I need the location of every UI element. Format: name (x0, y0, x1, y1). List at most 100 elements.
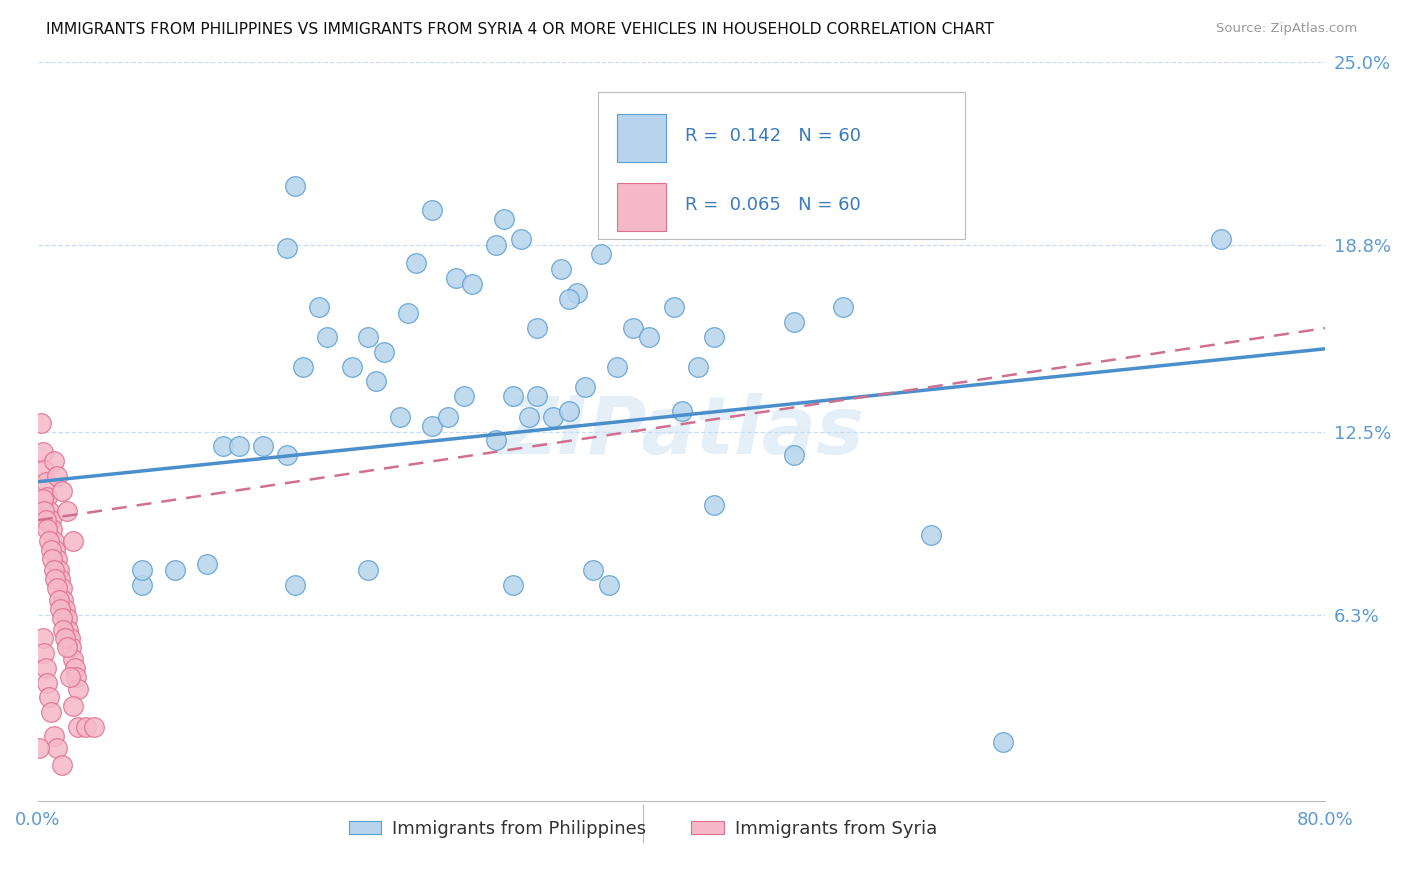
Point (163, 563, 186, 577)
Text: IMMIGRANTS FROM PHILIPPINES VS IMMIGRANTS FROM SYRIA 4 OR MORE VEHICLES IN HOUSE: IMMIGRANTS FROM PHILIPPINES VS IMMIGRANT… (46, 22, 994, 37)
Point (494, 211, 516, 226)
Point (53, 602, 76, 616)
Point (364, 374, 387, 388)
Point (444, 270, 467, 285)
Point (48, 593, 70, 607)
Point (31, 445, 53, 459)
Point (131, 563, 153, 577)
Point (131, 578, 153, 592)
Point (44, 542, 66, 557)
Legend: Immigrants from Philippines, Immigrants from Syria: Immigrants from Philippines, Immigrants … (342, 813, 945, 845)
Point (252, 439, 274, 453)
Point (558, 404, 581, 418)
Point (28, 740, 51, 755)
Point (35, 475, 58, 489)
Point (37, 675, 59, 690)
Point (453, 389, 475, 403)
Point (46, 740, 69, 755)
Point (75, 720, 97, 734)
Text: ZIPatlas: ZIPatlas (499, 392, 865, 470)
Point (46, 468, 69, 483)
Point (420, 202, 443, 217)
Point (517, 409, 540, 424)
Point (526, 321, 548, 335)
Point (38, 533, 60, 548)
Point (502, 389, 524, 403)
Point (703, 330, 725, 344)
Point (66, 720, 89, 734)
Point (65, 670, 87, 684)
Point (550, 262, 572, 277)
Point (44, 572, 66, 586)
Point (292, 359, 315, 374)
Point (356, 330, 378, 344)
Point (703, 499, 725, 513)
Point (37, 490, 59, 504)
Point (66, 681, 89, 696)
Point (63, 661, 86, 675)
Point (53, 632, 76, 646)
Point (686, 359, 709, 374)
Point (49, 602, 72, 616)
Point (49, 572, 72, 586)
Point (276, 241, 298, 255)
Point (51, 483, 73, 498)
FancyBboxPatch shape (617, 183, 666, 231)
Point (51, 610, 73, 624)
Point (46, 581, 69, 595)
Point (58, 623, 80, 637)
Point (565, 285, 588, 300)
Point (558, 292, 581, 306)
Point (582, 563, 605, 577)
Point (30, 416, 52, 430)
Point (420, 418, 443, 433)
Point (316, 330, 339, 344)
Point (356, 563, 378, 577)
Point (38, 690, 60, 705)
Point (32, 463, 55, 477)
Point (59, 670, 82, 684)
Point (396, 306, 419, 320)
Point (388, 409, 411, 424)
Point (671, 404, 693, 418)
Point (39, 542, 62, 557)
Text: R =  0.065   N = 60: R = 0.065 N = 60 (685, 196, 860, 214)
Point (46, 551, 69, 566)
Point (662, 301, 685, 315)
Point (509, 232, 531, 246)
Point (42, 533, 65, 548)
Point (574, 380, 596, 394)
Point (1209, 232, 1232, 246)
Point (52, 623, 75, 637)
Point (195, 558, 218, 572)
Point (51, 581, 73, 595)
Text: Source: ZipAtlas.com: Source: ZipAtlas.com (1216, 22, 1357, 36)
Point (373, 344, 395, 359)
Point (52, 593, 75, 607)
Point (831, 301, 853, 315)
Text: R =  0.142   N = 60: R = 0.142 N = 60 (685, 127, 862, 145)
Point (502, 578, 524, 592)
Point (920, 528, 942, 542)
Point (485, 434, 508, 448)
Point (284, 578, 307, 592)
Point (42, 454, 65, 468)
Point (38, 504, 60, 518)
Point (41, 522, 63, 536)
Point (55, 640, 77, 655)
FancyBboxPatch shape (617, 114, 666, 161)
Point (621, 321, 644, 335)
Point (541, 409, 564, 424)
Point (37, 522, 59, 536)
Point (59, 632, 82, 646)
Point (461, 277, 484, 291)
Point (51, 758, 73, 772)
Point (437, 409, 460, 424)
Point (42, 729, 65, 743)
Point (32, 504, 55, 518)
Point (83, 720, 105, 734)
Point (55, 504, 77, 518)
Point (485, 238, 508, 252)
Point (606, 359, 628, 374)
Point (39, 705, 62, 719)
